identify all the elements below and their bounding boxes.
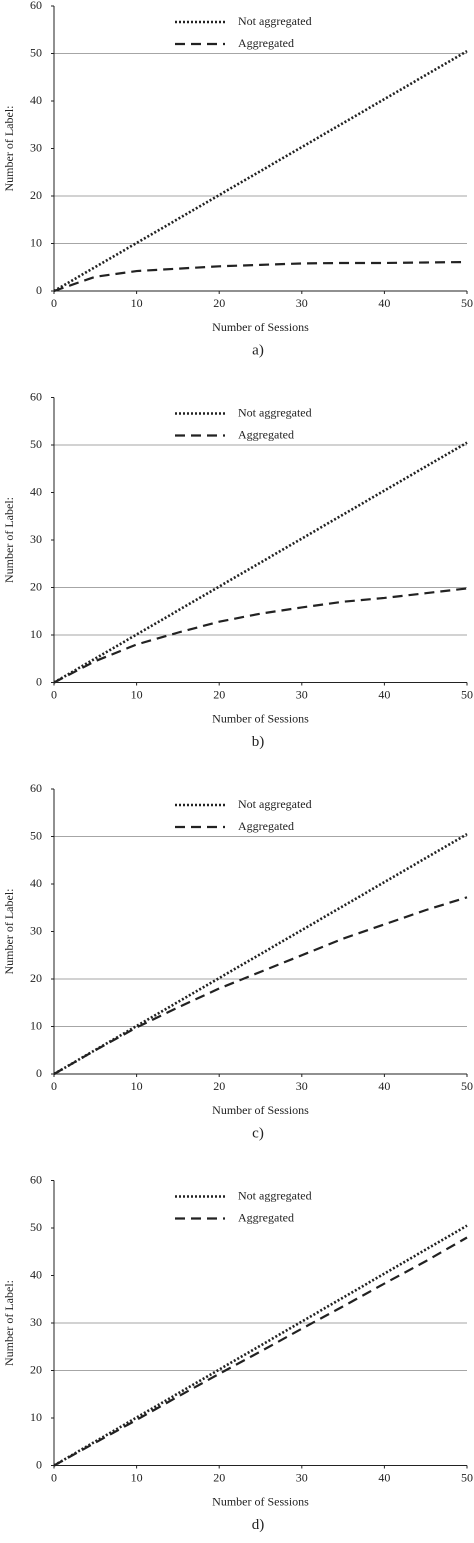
x-tick-label: 40 [378, 1079, 390, 1093]
series-line [53, 1224, 468, 1467]
series-line [53, 260, 468, 293]
y-tick-label: 60 [30, 781, 42, 795]
x-axis-label: Number of Sessions [212, 1103, 309, 1117]
x-axis-label: Number of Sessions [212, 1494, 309, 1508]
y-tick-label: 60 [30, 1172, 42, 1186]
caption: d) [252, 1517, 265, 1533]
y-tick-label: 40 [30, 876, 42, 890]
legend-label: Not aggregated [238, 1188, 312, 1202]
y-tick-label: 40 [30, 484, 42, 498]
y-tick-label: 10 [30, 1018, 42, 1032]
y-tick-label: 40 [30, 93, 42, 107]
y-tick-label: 20 [30, 188, 42, 202]
caption: a) [252, 342, 264, 358]
series-line [53, 587, 468, 684]
y-axis-label: Number of Label: [2, 497, 16, 583]
x-tick-label: 20 [213, 1470, 225, 1484]
legend-label: Not aggregated [238, 797, 312, 811]
x-tick-label: 40 [378, 687, 390, 701]
x-axis-label: Number of Sessions [212, 320, 309, 334]
y-tick-label: 10 [30, 235, 42, 249]
y-tick-label: 40 [30, 1267, 42, 1281]
y-tick-label: 0 [36, 1457, 42, 1471]
legend-label: Aggregated [238, 36, 294, 50]
x-tick-label: 20 [213, 1079, 225, 1093]
y-tick-label: 60 [30, 389, 42, 403]
y-tick-label: 20 [30, 971, 42, 985]
y-tick-label: 30 [30, 140, 42, 154]
caption: c) [252, 1125, 264, 1141]
series-line [53, 441, 468, 684]
x-tick-label: 0 [51, 1079, 57, 1093]
y-tick-label: 30 [30, 1315, 42, 1329]
legend-label: Aggregated [238, 427, 294, 441]
y-tick-label: 50 [30, 45, 42, 59]
x-tick-label: 40 [378, 1470, 390, 1484]
y-tick-label: 30 [30, 532, 42, 546]
x-axis-label: Number of Sessions [212, 711, 309, 725]
y-tick-label: 0 [36, 283, 42, 297]
y-axis-label: Number of Label: [2, 1280, 16, 1366]
y-tick-label: 50 [30, 437, 42, 451]
chart-panel: 0 10 20 30 40 50 60 0 10 20 30 40 50 Number of Sessio… [2, 389, 473, 750]
y-tick-label: 10 [30, 627, 42, 641]
y-tick-label: 30 [30, 923, 42, 937]
chart-panel: 0 10 20 30 40 50 60 0 10 20 30 40 50 Number of Sessio… [2, 781, 473, 1142]
x-tick-label: 30 [296, 1470, 308, 1484]
y-tick-label: 10 [30, 1410, 42, 1424]
x-tick-label: 30 [296, 296, 308, 310]
y-axis-label: Number of Label: [2, 106, 16, 192]
y-axis-label: Number of Label: [2, 889, 16, 975]
y-tick-label: 0 [36, 674, 42, 688]
x-tick-label: 50 [461, 687, 473, 701]
x-tick-label: 40 [378, 296, 390, 310]
x-tick-label: 0 [51, 1470, 57, 1484]
y-tick-label: 60 [30, 0, 42, 12]
y-tick-label: 0 [36, 1066, 42, 1080]
x-tick-label: 0 [51, 687, 57, 701]
x-tick-label: 20 [213, 296, 225, 310]
x-tick-label: 50 [461, 1079, 473, 1093]
legend-label: Aggregated [238, 819, 294, 833]
x-tick-label: 50 [461, 1470, 473, 1484]
x-tick-label: 10 [131, 296, 143, 310]
x-tick-label: 10 [131, 1079, 143, 1093]
series-line [53, 50, 468, 293]
x-tick-label: 10 [131, 1470, 143, 1484]
caption: b) [252, 734, 265, 750]
y-tick-label: 20 [30, 1362, 42, 1376]
y-tick-label: 50 [30, 828, 42, 842]
chart-panel: 0 10 20 30 40 50 60 0 10 20 30 40 50 Number of Sessio… [2, 1172, 473, 1533]
legend-label: Not aggregated [238, 14, 312, 28]
x-tick-label: 10 [131, 687, 143, 701]
series-line [53, 896, 468, 1075]
chart-panel: 0 10 20 30 40 50 60 0 10 20 30 40 50 Number of Sessio… [2, 0, 473, 358]
y-tick-label: 50 [30, 1220, 42, 1234]
x-tick-label: 30 [296, 687, 308, 701]
y-tick-label: 20 [30, 579, 42, 593]
x-tick-label: 0 [51, 296, 57, 310]
legend-label: Aggregated [238, 1210, 294, 1224]
x-tick-label: 50 [461, 296, 473, 310]
legend-label: Not aggregated [238, 405, 312, 419]
x-tick-label: 20 [213, 687, 225, 701]
series-line [53, 1236, 468, 1467]
x-tick-label: 30 [296, 1079, 308, 1093]
